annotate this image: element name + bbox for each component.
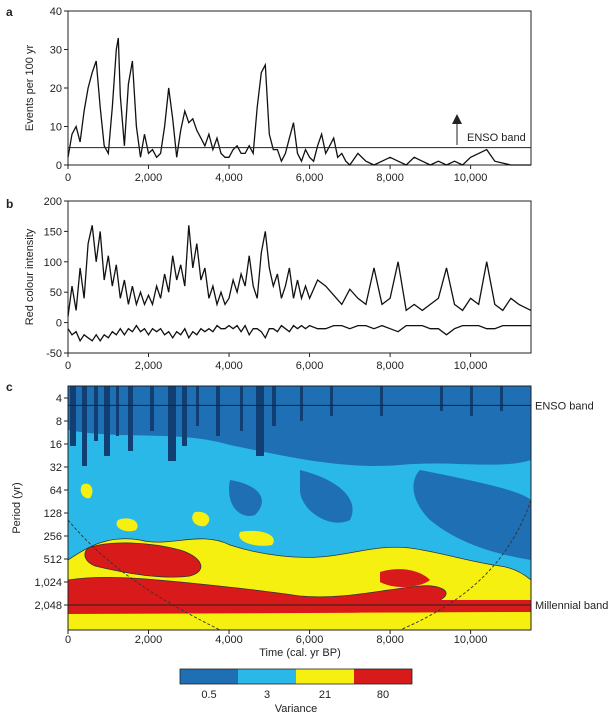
panel-b-y-ticks: -50 0 50 100 150 200 [44, 196, 68, 360]
spectrum-blob-yellow-1 [116, 518, 138, 532]
spectrum-blob-yellow-2 [192, 511, 210, 527]
panel-a: a Events per 100 yr 0 10 20 30 40 0 2,000 4,00… [6, 5, 532, 184]
panel-c-y-ticks: 4 8 16 32 64 128 256 512 1,024 2,048 [34, 393, 68, 612]
panel-a-label: a [6, 5, 13, 19]
panel-a-enso-label: ENSO band [467, 132, 526, 144]
x-tick-label: 6,000 [296, 634, 324, 646]
panel-a-ylabel: Events per 100 yr [24, 45, 36, 132]
cone-of-influence [68, 519, 221, 630]
x-tick-label: 4,000 [215, 360, 243, 372]
colorbar-tick-label: 0.5 [201, 689, 216, 701]
y-tick-label: 50 [50, 287, 62, 299]
x-tick-label: 0 [65, 172, 71, 184]
y-tick-label: 512 [44, 554, 62, 566]
x-tick-label: 10,000 [454, 360, 488, 372]
y-tick-label: 100 [44, 257, 62, 269]
x-tick-label: 10,000 [454, 172, 488, 184]
y-tick-label: 40 [50, 6, 62, 18]
y-tick-label: 32 [50, 462, 62, 474]
panel-c-xlabel: Time (cal. yr BP) [259, 647, 341, 659]
x-tick-label: 8,000 [376, 634, 404, 646]
colorbar-cell [296, 669, 354, 684]
reference-line-label: ENSO band [535, 400, 594, 412]
reference-line-label: Millennial band [535, 600, 608, 612]
y-tick-label: 128 [44, 508, 62, 520]
panel-a-frame [67, 10, 532, 166]
panel-b-series [67, 225, 532, 343]
spectrum-patch-dark-3 [229, 480, 262, 516]
panel-c: c [6, 380, 608, 715]
panel-b-ylabel: Red colour intensity [24, 228, 36, 325]
x-tick-label: 4,000 [215, 172, 243, 184]
spectrum-patch-dark-1 [300, 470, 353, 523]
panel-c-x-ticks: 0 2,000 4,000 6,000 8,000 10,000 [65, 630, 487, 646]
spectrum-region-red-4 [68, 598, 531, 614]
y-tick-label: 200 [44, 196, 62, 208]
spectrum-patch-dark-2 [413, 470, 531, 560]
cone-of-influence-right [399, 499, 531, 630]
y-tick-label: 20 [50, 83, 62, 95]
series-line [67, 37, 531, 166]
y-tick-label: 4 [56, 393, 62, 405]
colorbar-tick-label: 3 [264, 689, 270, 701]
colorbar-tick-label: 21 [319, 689, 331, 701]
y-tick-label: 1,024 [34, 577, 62, 589]
y-tick-label: 0 [56, 318, 62, 330]
y-tick-label: 8 [56, 416, 62, 428]
panel-a-series [67, 37, 531, 166]
spectrum-region-red-3 [380, 569, 430, 588]
colorbar-frame [179, 668, 413, 685]
y-tick-label: 30 [50, 45, 62, 57]
spectrum-blob-yellow-3 [239, 530, 274, 546]
x-tick-label: 8,000 [376, 360, 404, 372]
y-tick-label: 256 [44, 531, 62, 543]
panel-a-y-ticks: 0 10 20 30 40 [50, 6, 68, 172]
y-tick-label: 2,048 [34, 600, 62, 612]
colorbar-cell [238, 669, 296, 684]
x-tick-label: 0 [65, 360, 71, 372]
panel-a-arrow-head [452, 114, 462, 124]
x-tick-label: 10,000 [454, 634, 488, 646]
x-tick-label: 4,000 [215, 634, 243, 646]
panel-c-ylabel: Period (yr) [11, 482, 23, 533]
y-tick-label: 64 [50, 485, 62, 497]
x-tick-label: 2,000 [135, 360, 163, 372]
x-tick-label: 0 [65, 634, 71, 646]
spectrum-region-red-2 [84, 542, 201, 578]
panel-b-frame [67, 200, 532, 354]
x-tick-label: 6,000 [296, 172, 324, 184]
y-tick-label: -50 [46, 348, 62, 360]
panel-c-reference-lines: ENSO band Millennial band [68, 400, 608, 612]
panel-c-label: c [6, 380, 13, 394]
y-tick-label: 16 [50, 439, 62, 451]
y-tick-label: 150 [44, 226, 62, 238]
x-tick-label: 8,000 [376, 172, 404, 184]
spectrum-region-yellow-bottom [68, 612, 531, 630]
series-line [67, 225, 532, 317]
colorbar-cell [354, 669, 412, 684]
colorbar-tick-label: 80 [377, 689, 389, 701]
colorbar-label: Variance [275, 703, 318, 715]
spectrum-blob-yellow-4 [80, 483, 93, 499]
panel-b-label: b [6, 197, 13, 211]
panel-a-x-ticks: 0 2,000 4,000 6,000 8,000 10,000 [65, 165, 487, 184]
wavelet-spectrum [68, 386, 531, 630]
panel-c-frame [67, 385, 532, 631]
x-tick-label: 6,000 [296, 360, 324, 372]
series-line [67, 324, 531, 343]
colorbar: 0.5 3 21 80 Variance [179, 668, 413, 715]
panel-b-x-ticks: 0 2,000 4,000 6,000 8,000 10,000 [65, 353, 487, 372]
spectrum-streaks [70, 386, 503, 466]
colorbar-cell [180, 669, 238, 684]
x-tick-label: 2,000 [135, 172, 163, 184]
x-tick-label: 2,000 [135, 634, 163, 646]
y-tick-label: 0 [56, 160, 62, 172]
y-tick-label: 10 [50, 122, 62, 134]
